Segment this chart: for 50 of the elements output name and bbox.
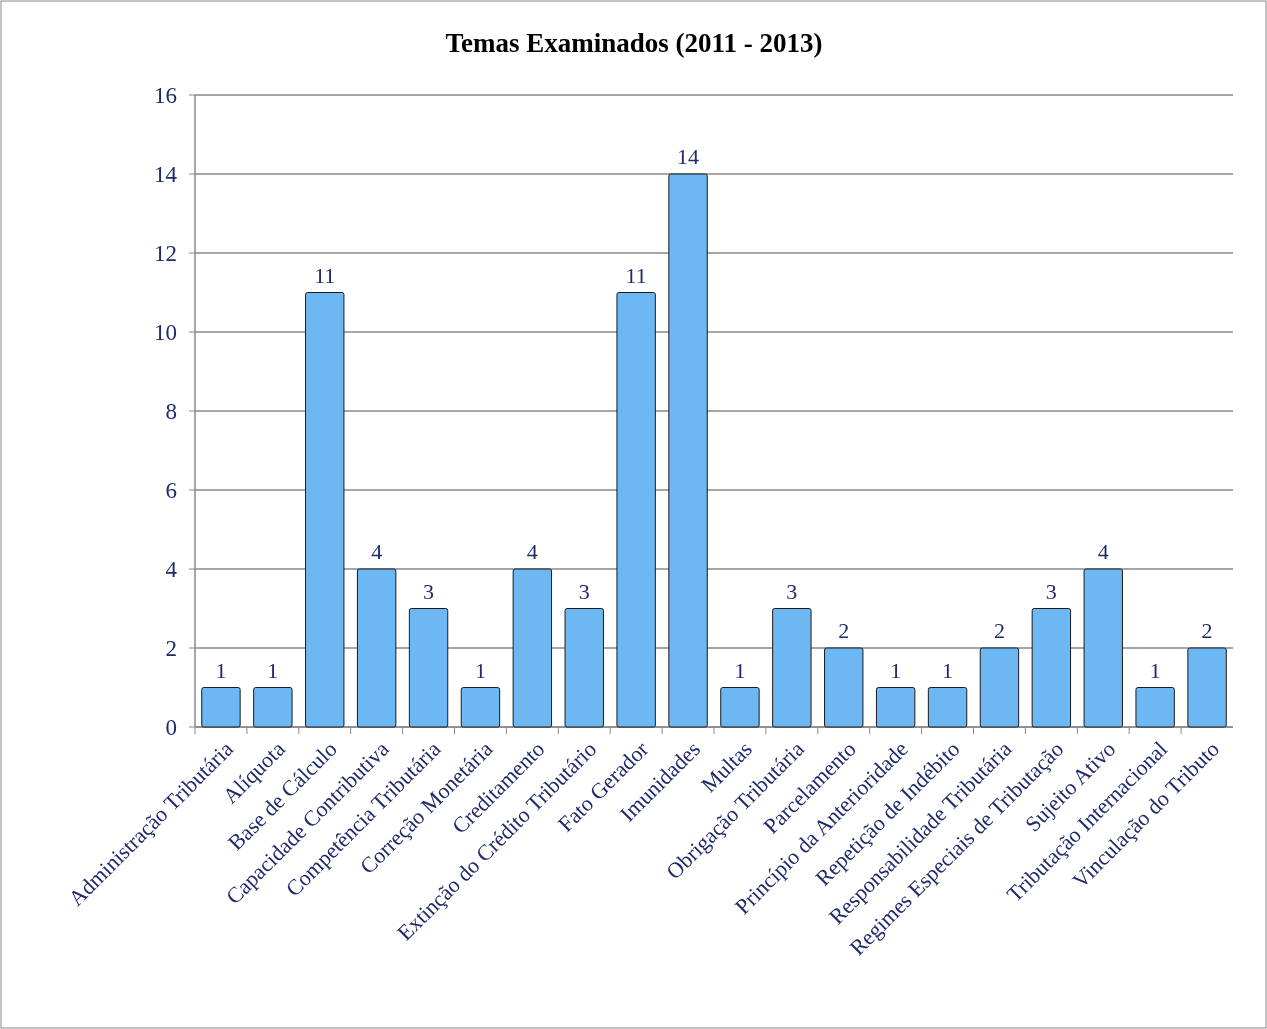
- data-label: 3: [1045, 578, 1057, 604]
- bar: [1135, 687, 1175, 728]
- bar: [408, 608, 449, 728]
- bar: [356, 568, 397, 728]
- data-label: 3: [578, 578, 590, 604]
- data-label: 2: [1201, 618, 1213, 643]
- data-label: 11: [314, 262, 336, 288]
- data-label: 2: [838, 618, 850, 643]
- data-label: 1: [890, 657, 902, 683]
- data-label: 4: [1097, 539, 1109, 564]
- data-label: 3: [423, 578, 435, 604]
- bar: [512, 568, 553, 728]
- bar: [616, 292, 656, 728]
- y-tick-label: 6: [165, 478, 177, 504]
- data-label: 3: [786, 578, 798, 604]
- bar: [305, 292, 345, 728]
- bar: [460, 687, 501, 728]
- bar: [668, 173, 708, 728]
- data-label: 1: [734, 657, 746, 683]
- bar: [824, 647, 864, 728]
- bar: [979, 647, 1020, 728]
- data-label: 2: [993, 618, 1005, 643]
- y-tick-label: 10: [154, 320, 177, 346]
- data-label: 1: [1149, 657, 1161, 683]
- y-tick-label: 2: [165, 636, 177, 662]
- chart-title: Temas Examinados (2011 - 2013): [445, 28, 823, 58]
- data-label: 1: [942, 657, 954, 683]
- bar: [875, 687, 916, 728]
- bar: [564, 608, 604, 728]
- y-tick-label: 14: [154, 162, 178, 188]
- data-label: 14: [677, 144, 700, 169]
- bar: [772, 608, 812, 728]
- bar: [927, 687, 968, 728]
- data-label: 4: [371, 539, 383, 564]
- bar: [1083, 568, 1123, 728]
- bar: [201, 687, 241, 728]
- bar: [1031, 608, 1072, 728]
- data-label: 1: [474, 657, 486, 683]
- bar: [253, 687, 293, 728]
- bar: [1187, 647, 1227, 728]
- y-tick-label: 12: [154, 241, 177, 267]
- data-label: 4: [526, 539, 538, 564]
- y-tick-label: 8: [165, 399, 177, 425]
- data-label: 11: [625, 262, 647, 288]
- data-label: 1: [267, 657, 279, 683]
- data-label: 1: [215, 657, 227, 683]
- y-tick-label: 16: [154, 83, 177, 109]
- y-tick-label: 0: [165, 715, 177, 741]
- y-tick-label: 4: [165, 557, 178, 583]
- bar: [720, 687, 760, 728]
